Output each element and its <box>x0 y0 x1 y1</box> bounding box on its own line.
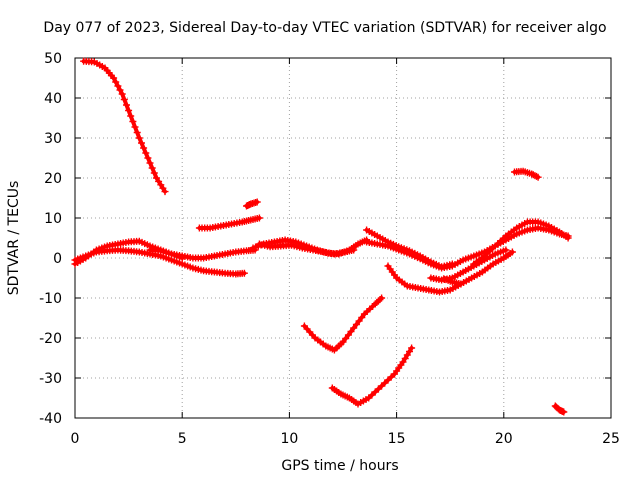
data-point <box>120 96 128 103</box>
y-tick-labels: -40 -30 -20 -10 0 10 20 30 40 50 <box>39 51 62 427</box>
data-point <box>534 173 542 181</box>
axis-ticks <box>74 57 612 419</box>
series-arc-14 <box>470 218 572 268</box>
data-point <box>138 139 145 147</box>
y-tick-label: 30 <box>44 131 62 147</box>
data-point <box>502 246 510 254</box>
data-point <box>112 78 120 86</box>
data-point <box>116 86 124 94</box>
y-axis-label: SDTVAR / TECUs <box>6 181 22 296</box>
series-arc-6 <box>243 198 261 210</box>
x-tick-label: 10 <box>280 431 298 447</box>
data-point <box>408 344 416 352</box>
data-point <box>131 123 139 131</box>
data-point <box>150 169 158 177</box>
data-point <box>161 188 169 196</box>
series-arc-3 <box>71 246 248 278</box>
data-point <box>255 214 263 222</box>
data-point <box>146 159 154 167</box>
data-point <box>123 101 130 109</box>
y-tick-label: 0 <box>53 251 62 267</box>
data-point <box>129 118 137 125</box>
data-point <box>133 129 141 136</box>
x-tick-label: 5 <box>178 431 187 447</box>
y-tick-label: -10 <box>39 291 62 307</box>
y-tick-label: 50 <box>44 51 62 67</box>
y-tick-label: -40 <box>39 411 62 427</box>
data-point <box>529 171 537 179</box>
data-point <box>135 134 143 142</box>
series-arc-16 <box>300 294 386 354</box>
plot-frame <box>74 57 612 419</box>
data-point <box>140 144 148 152</box>
y-tick-label: 10 <box>44 211 62 227</box>
data-point <box>376 296 384 303</box>
x-tick-label: 25 <box>602 431 620 447</box>
series-arc-1 <box>80 57 169 196</box>
data-point <box>560 408 568 416</box>
series-arc-18 <box>551 402 568 416</box>
data-point <box>144 154 152 162</box>
data-point <box>533 172 540 180</box>
series-arc-9 <box>363 226 456 271</box>
data-point <box>378 294 386 302</box>
data-point <box>125 107 133 114</box>
data-point <box>110 74 118 82</box>
y-tick-label: -30 <box>39 371 62 387</box>
data-point <box>148 164 156 172</box>
series-arc-10 <box>363 224 572 272</box>
x-axis-label: GPS time / hours <box>281 458 398 474</box>
data-point <box>528 170 536 178</box>
x-tick-label: 0 <box>71 431 80 447</box>
series-arc-11 <box>384 262 465 296</box>
chart-title: Day 077 of 2023, Sidereal Day-to-day VTE… <box>43 20 606 36</box>
series-arc-8 <box>255 240 358 258</box>
data-point <box>240 269 248 277</box>
series-arc-13 <box>440 248 516 288</box>
data-series <box>71 57 572 416</box>
data-point <box>118 90 126 98</box>
y-tick-label: 40 <box>44 91 62 107</box>
x-tick-label: 15 <box>388 431 406 447</box>
data-point <box>508 248 516 256</box>
data-point <box>127 112 135 120</box>
data-point <box>350 246 358 254</box>
series-arc-17 <box>328 344 416 408</box>
grid <box>75 58 611 418</box>
data-point <box>531 172 539 180</box>
x-tick-labels: 0 5 10 15 20 25 <box>71 431 620 447</box>
y-tick-label: -20 <box>39 331 62 347</box>
y-tick-label: 20 <box>44 171 62 187</box>
data-point <box>253 198 261 206</box>
series-band <box>81 59 167 194</box>
series-arc-5 <box>195 214 263 232</box>
data-point <box>114 82 122 90</box>
x-tick-label: 20 <box>495 431 513 447</box>
series-arc-4 <box>146 246 259 262</box>
series-arc-15 <box>511 167 542 181</box>
data-point <box>564 234 572 242</box>
data-point <box>142 149 150 157</box>
